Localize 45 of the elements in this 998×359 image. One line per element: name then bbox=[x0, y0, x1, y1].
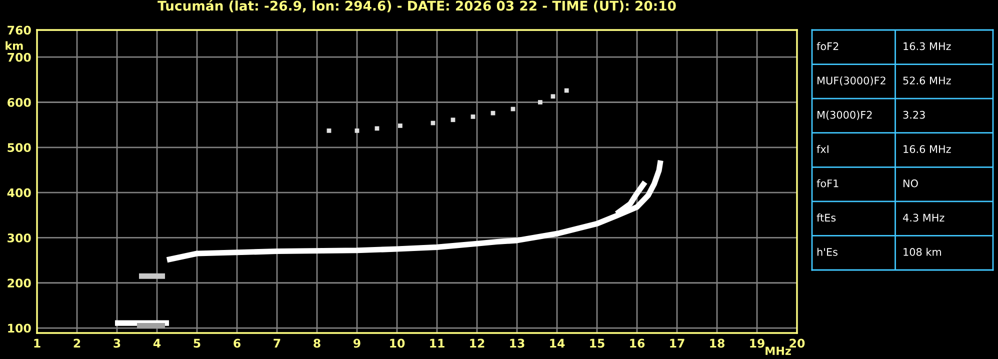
y-tick-label: 200 bbox=[8, 278, 31, 288]
text: 16.3 MHz bbox=[904, 42, 951, 50]
y-tick-label: 700 bbox=[8, 52, 31, 62]
category-label: foF1 bbox=[816, 179, 838, 188]
x-tick-label: 9 bbox=[354, 338, 360, 348]
category-label: h'Es bbox=[817, 248, 838, 256]
y-tick-label: 100 bbox=[8, 324, 31, 333]
x-tick-label: 10 bbox=[390, 338, 405, 348]
y-tick-label: 600 bbox=[8, 98, 31, 107]
x-tick-label: 6 bbox=[234, 338, 240, 348]
text: 4.3 MHz bbox=[903, 214, 944, 222]
x-tick-label: 20 bbox=[790, 338, 805, 348]
y-tick-label: 500 bbox=[8, 143, 31, 152]
text: 52.6 MHz bbox=[903, 76, 951, 84]
category-label: M(3000)F2 bbox=[818, 110, 872, 120]
category-label: foF2 bbox=[816, 42, 838, 50]
category-label: MUF(3000)F2 bbox=[818, 76, 886, 86]
x-tick-label: 19 bbox=[750, 338, 764, 348]
category-label: ftEs bbox=[816, 214, 836, 222]
x-tick-label: 3 bbox=[114, 338, 120, 348]
x-tick-label: 11 bbox=[430, 338, 444, 348]
chart-title: Tucumán (lat: -26.9, lon: 294.6) - DATE: 2026 03 22 - TIME (UT): 20:10 bbox=[158, 0, 676, 12]
x-tick-label: 17 bbox=[670, 338, 684, 348]
category-label: fxI bbox=[816, 144, 828, 153]
x-tick-label: 15 bbox=[590, 338, 604, 348]
x-tick-label: 14 bbox=[550, 338, 565, 348]
text: 16.6 MHz bbox=[904, 145, 951, 154]
x-tick-label: 1 bbox=[34, 338, 40, 348]
x-tick-label: 13 bbox=[510, 338, 524, 348]
x-tick-label: 2 bbox=[74, 338, 80, 348]
x-tick-label: 8 bbox=[314, 338, 320, 348]
x-tick-label: 5 bbox=[194, 338, 200, 348]
x-tick-label: 4 bbox=[153, 338, 161, 348]
y-tick-label: 400 bbox=[7, 188, 31, 198]
x-tick-label: 16 bbox=[630, 338, 645, 348]
y-tick-label: 760 bbox=[8, 26, 31, 35]
x-axis-title: MHz bbox=[766, 346, 791, 355]
x-tick-label: 12 bbox=[470, 338, 484, 348]
x-tick-label: 18 bbox=[710, 338, 724, 348]
x-tick-label: 7 bbox=[274, 338, 280, 348]
y-tick-label: 300 bbox=[8, 233, 31, 242]
text: 3.23 bbox=[903, 110, 925, 119]
text: NO bbox=[904, 179, 918, 188]
text: 108 km bbox=[904, 248, 941, 256]
y-axis-title: km bbox=[6, 41, 23, 50]
